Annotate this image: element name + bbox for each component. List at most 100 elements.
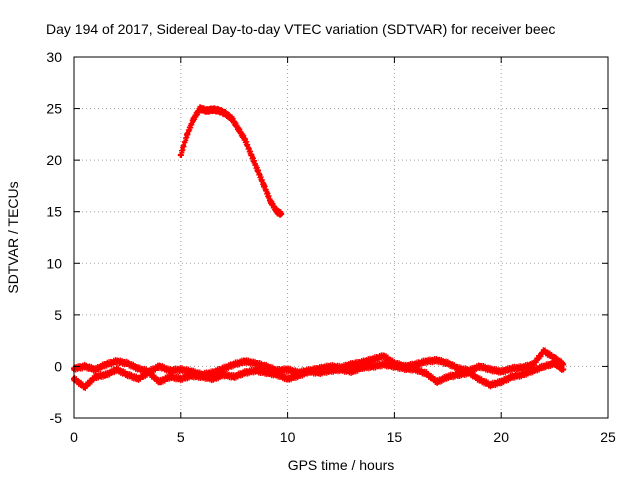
- data-point: [220, 371, 227, 378]
- data-point: [273, 208, 280, 215]
- data-point: [220, 365, 227, 372]
- data-point: [261, 182, 268, 189]
- data-point: [434, 378, 441, 385]
- data-point: [476, 376, 483, 383]
- data-point: [487, 381, 494, 388]
- data-point: [156, 378, 163, 385]
- data-point: [216, 107, 223, 114]
- data-point: [241, 136, 248, 143]
- data-point: [188, 372, 195, 379]
- ticks: [73, 56, 609, 419]
- data-point: [145, 369, 152, 376]
- y-tick-label: 5: [54, 307, 62, 323]
- x-tick-label: 25: [600, 429, 616, 445]
- data-point: [252, 367, 259, 374]
- data-point: [455, 371, 462, 378]
- chart-title: Day 194 of 2017, Sidereal Day-to-day VTE…: [46, 21, 555, 37]
- data-point: [209, 375, 216, 382]
- data-point: [229, 115, 236, 122]
- data-point: [560, 366, 567, 373]
- x-axis-label: GPS time / hours: [288, 457, 395, 473]
- data-point: [402, 365, 409, 372]
- data-point: [391, 363, 398, 370]
- data-point: [540, 363, 547, 370]
- data-point: [370, 356, 377, 363]
- data-point: [519, 371, 526, 378]
- data-point: [241, 369, 248, 376]
- x-tick-label: 20: [493, 429, 509, 445]
- data-point: [197, 105, 204, 112]
- data-point: [241, 358, 248, 365]
- data-point: [231, 361, 238, 368]
- data-point: [190, 115, 197, 122]
- data-point: [348, 361, 355, 368]
- data-point: [380, 353, 387, 360]
- data-point: [338, 366, 344, 373]
- data-point: [113, 358, 120, 365]
- y-tick-label: 10: [46, 255, 62, 271]
- series-baseline-b: [71, 359, 567, 391]
- data-point: [199, 373, 206, 380]
- data-point: [519, 364, 526, 371]
- x-tick-label: 15: [387, 429, 403, 445]
- data-point: [248, 151, 255, 158]
- data-point: [498, 368, 505, 375]
- data-point: [209, 106, 216, 113]
- data-point: [370, 363, 377, 370]
- data-point: [263, 363, 270, 370]
- plot-frame: [73, 56, 609, 419]
- data-point: [476, 363, 483, 370]
- x-tick-label: 0: [70, 429, 78, 445]
- data-point: [423, 358, 430, 365]
- data-point: [177, 366, 184, 373]
- data-point: [423, 370, 430, 377]
- data-point: [92, 366, 99, 373]
- data-point: [530, 361, 537, 368]
- data-point: [81, 363, 88, 370]
- x-tick-label: 5: [177, 429, 185, 445]
- data-point: [278, 210, 285, 217]
- data-point: [167, 373, 174, 380]
- data-point: [113, 366, 120, 373]
- data-point: [209, 369, 216, 376]
- data-point: [103, 371, 110, 378]
- data-point: [305, 368, 312, 375]
- y-axis-label: SDTVAR / TECUs: [5, 181, 21, 293]
- data-point: [327, 367, 334, 374]
- data-point: [177, 151, 184, 158]
- x-tick-label: 10: [280, 429, 296, 445]
- data-point: [273, 371, 280, 378]
- data-point: [235, 126, 242, 133]
- y-tick-label: -5: [50, 410, 63, 426]
- data-point: [284, 366, 291, 373]
- data-point: [284, 375, 291, 382]
- data-point: [295, 372, 302, 379]
- y-tick-label: 25: [46, 101, 62, 117]
- data-point: [81, 384, 88, 391]
- data-point: [530, 367, 537, 374]
- data-point: [316, 369, 323, 376]
- data-point: [434, 357, 441, 364]
- y-tick-label: 30: [46, 49, 62, 65]
- data-point: [508, 373, 515, 380]
- data-point: [263, 369, 270, 376]
- y-tick-label: 0: [54, 358, 62, 374]
- data-point: [103, 361, 110, 368]
- data-point: [135, 365, 142, 372]
- data-point: [551, 360, 558, 367]
- data-point: [380, 361, 387, 368]
- y-tick-label: 15: [46, 204, 62, 220]
- data-point: [177, 375, 184, 382]
- data-point: [267, 198, 274, 205]
- data-point: [487, 366, 494, 373]
- data-marks: [71, 104, 567, 391]
- data-point: [92, 373, 99, 380]
- data-point: [167, 367, 174, 374]
- data-point: [444, 360, 451, 367]
- y-tick-labels: -5 0 5 10 15 20 25 30: [46, 49, 62, 426]
- series-high-arc: [177, 104, 285, 218]
- data-point: [124, 371, 131, 378]
- data-point: [508, 365, 515, 372]
- y-tick-label: 20: [46, 152, 62, 168]
